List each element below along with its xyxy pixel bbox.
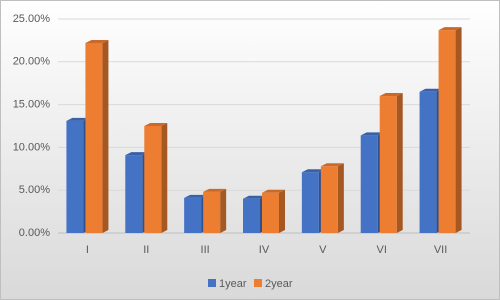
legend-label: 2year: [265, 278, 293, 290]
bar-front: [438, 30, 456, 233]
x-tick-label: V: [319, 244, 327, 256]
bar: [85, 39, 109, 233]
y-tick-label: 10.00%: [13, 141, 51, 153]
bar-side: [220, 188, 227, 233]
bar: [203, 188, 227, 233]
bar-front: [262, 192, 279, 233]
bar-front: [184, 197, 202, 233]
legend-swatch: [208, 279, 216, 287]
bar-front: [360, 135, 378, 233]
bar-side: [396, 93, 403, 233]
bar-top: [379, 93, 403, 97]
x-tick-label: III: [201, 244, 210, 256]
bar-top: [360, 132, 384, 136]
y-tick-label: 5.00%: [19, 184, 50, 196]
y-tick-label: 20.00%: [13, 56, 51, 68]
x-tick-label: VI: [377, 244, 387, 256]
bar-top: [301, 169, 325, 173]
x-tick-label: I: [86, 244, 89, 256]
bar-front: [419, 91, 437, 233]
x-tick-label: IV: [259, 244, 270, 256]
bar-front: [66, 120, 84, 233]
bar-top: [438, 27, 462, 31]
bar: [320, 163, 344, 233]
bar-side: [455, 27, 462, 233]
y-tick-label: 25.00%: [13, 13, 51, 25]
bar-front: [85, 42, 103, 233]
bar: [262, 189, 285, 233]
bar-front: [125, 155, 143, 233]
bar-top: [85, 39, 109, 43]
bar: [379, 93, 403, 233]
legend-swatch: [254, 279, 262, 287]
bar-side: [337, 163, 344, 233]
bar-top: [320, 163, 344, 167]
y-tick-label: 15.00%: [13, 99, 51, 111]
bar: [438, 27, 462, 233]
bar-side: [279, 189, 285, 233]
x-tick-label: II: [143, 244, 149, 256]
bar-side: [161, 123, 168, 233]
bar-top: [243, 195, 266, 199]
bar-top: [184, 194, 208, 198]
bar-front: [144, 126, 162, 233]
bar-top: [144, 123, 168, 126]
bar-front: [203, 191, 221, 233]
bar: [144, 123, 168, 233]
bar-top: [66, 117, 90, 121]
bar-side: [102, 39, 109, 233]
bar-front: [243, 198, 260, 233]
y-tick-label: 0.00%: [19, 227, 50, 239]
x-tick-label: VII: [434, 244, 447, 256]
bar-front: [301, 172, 319, 233]
bar-top: [419, 88, 443, 92]
bar-top: [203, 188, 227, 192]
bar-front: [379, 96, 397, 233]
bar-top: [125, 152, 149, 156]
bar-front: [320, 166, 338, 233]
legend-label: 1year: [219, 278, 247, 290]
bar-top: [262, 189, 285, 193]
